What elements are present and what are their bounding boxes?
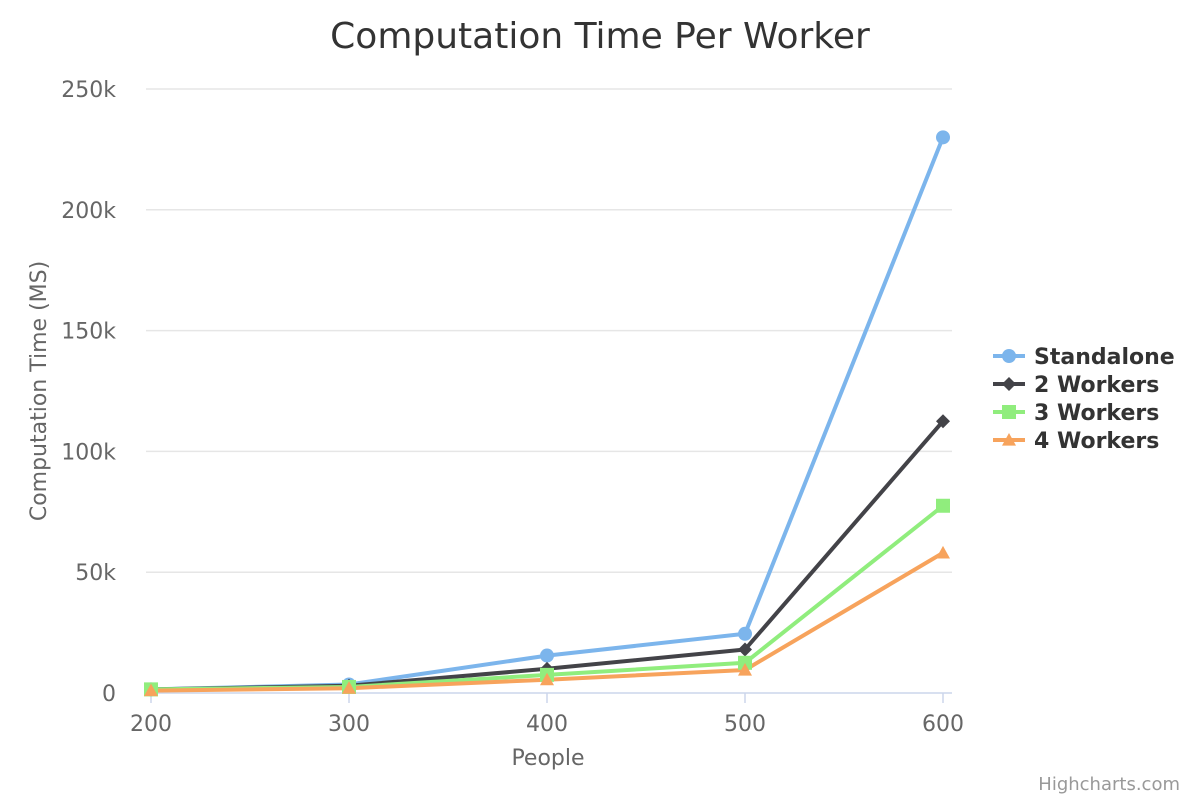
y-tick-label: 150k	[61, 320, 116, 345]
y-tick-label: 200k	[61, 199, 116, 224]
legend-marker	[1002, 405, 1016, 419]
y-tick-label: 250k	[61, 78, 116, 103]
x-axis: 200 300 400 500 600	[130, 692, 964, 737]
data-point-series-3-1[interactable]	[342, 681, 356, 694]
y-tick-label: 50k	[75, 561, 116, 586]
x-tick-label: 400	[526, 712, 568, 737]
x-axis-title: People	[511, 746, 584, 771]
legend-item-1[interactable]: 2 Workers	[993, 373, 1159, 398]
legend-label: Standalone	[1034, 345, 1175, 370]
data-point-series-1-4[interactable]	[936, 414, 950, 429]
y-axis-title: Computation Time (MS)	[27, 261, 52, 521]
data-point-series-0-3[interactable]	[738, 626, 752, 641]
data-point-series-2-4[interactable]	[936, 498, 950, 513]
chart-title: Computation Time Per Worker	[330, 16, 870, 57]
legend-item-2[interactable]: 3 Workers	[993, 401, 1159, 426]
y-axis-ticks: 0 50k 100k 150k 200k 250k	[61, 78, 116, 707]
y-tick-label: 100k	[61, 440, 116, 465]
data-point-series-3-4[interactable]	[936, 545, 950, 559]
x-tick-label: 500	[724, 712, 766, 737]
legend-marker	[1002, 349, 1016, 363]
y-tick-label: 0	[102, 682, 116, 707]
data-point-series-0-2[interactable]	[540, 648, 554, 663]
data-point-series-1-3[interactable]	[738, 642, 752, 657]
x-tick-label: 600	[922, 712, 964, 737]
data-point-series-2-3[interactable]	[738, 655, 752, 670]
series-markers	[144, 130, 950, 697]
series-lines	[149, 135, 945, 693]
grid-lines	[146, 88, 952, 573]
legend-label: 2 Workers	[1034, 373, 1159, 398]
legend-label: 3 Workers	[1034, 401, 1159, 426]
data-point-series-3-2[interactable]	[540, 672, 554, 686]
x-tick-label: 200	[130, 712, 172, 737]
data-point-series-3-0[interactable]	[144, 683, 158, 697]
legend-marker	[1002, 433, 1016, 446]
legend-item-3[interactable]: 4 Workers	[993, 429, 1159, 454]
x-tick-label: 300	[328, 712, 370, 737]
legend-label: 4 Workers	[1034, 429, 1159, 454]
legend-marker	[1002, 377, 1016, 391]
legend: Standalone 2 Workers 3 Workers 4 Workers	[993, 345, 1175, 454]
legend-item-0[interactable]: Standalone	[993, 345, 1175, 370]
series-line-0[interactable]	[149, 135, 945, 692]
data-point-series-0-4[interactable]	[936, 130, 950, 145]
data-point-series-3-3[interactable]	[738, 663, 752, 676]
credits-link[interactable]: Highcharts.com	[1038, 774, 1180, 795]
